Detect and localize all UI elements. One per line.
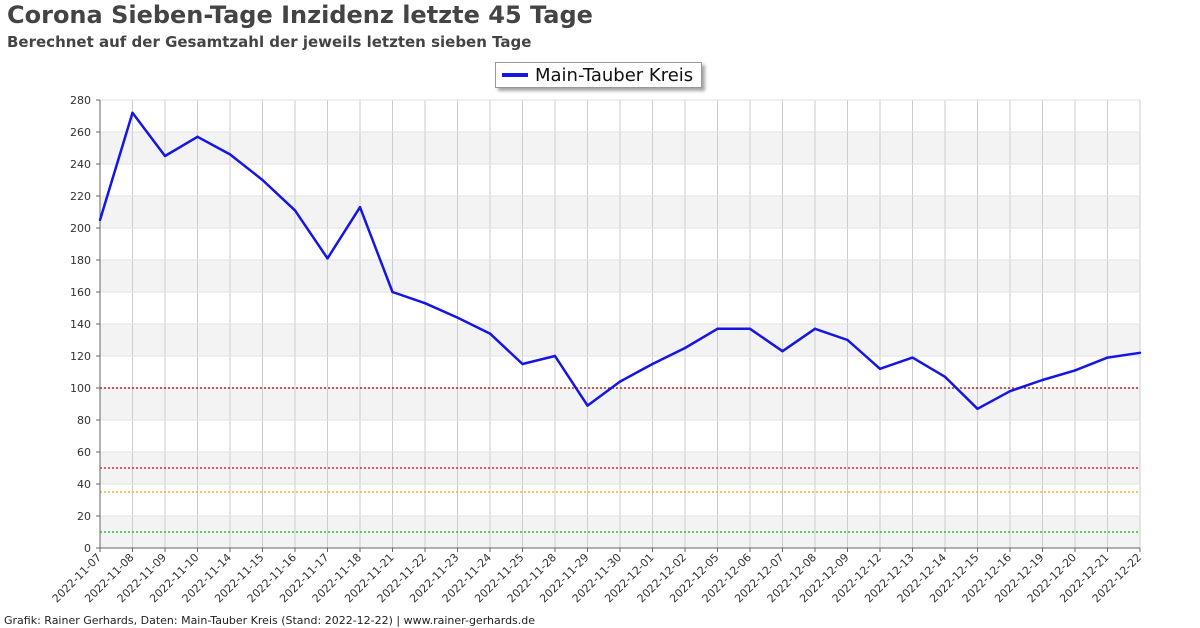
data-point	[748, 327, 752, 330]
legend: Main-Tauber Kreis	[495, 62, 703, 88]
legend-label: Main-Tauber Kreis	[535, 64, 694, 86]
data-point	[228, 153, 232, 156]
data-point	[846, 338, 849, 342]
data-point	[878, 367, 882, 370]
data-point	[1106, 356, 1109, 359]
data-point	[293, 209, 297, 212]
y-tick-label: 280	[70, 94, 91, 107]
data-point	[391, 290, 394, 294]
data-point	[943, 375, 947, 378]
data-point	[781, 350, 784, 353]
data-point	[813, 327, 817, 330]
y-axis-ticks: 0 20 40 60 80 100 120 140 160 180 200 220 240 260 280	[70, 94, 100, 555]
legend-swatch	[502, 73, 528, 77]
y-tick-label: 200	[70, 222, 91, 235]
data-point	[326, 257, 329, 260]
y-tick-label: 140	[70, 318, 91, 331]
chart-subtitle: Berechnet auf der Gesamtzahl der jeweils…	[7, 33, 532, 51]
y-tick-label: 40	[77, 478, 91, 491]
data-point	[553, 354, 557, 358]
data-point	[1041, 378, 1044, 382]
y-tick-label: 260	[70, 126, 91, 139]
x-axis-ticks: 2022-11-072022-11-082022-11-092022-11-10…	[50, 548, 1144, 605]
data-point	[651, 362, 654, 366]
data-point	[423, 302, 427, 305]
data-point	[358, 206, 362, 209]
footer-credits: Grafik: Rainer Gerhards, Daten: Main-Tau…	[4, 614, 536, 627]
y-tick-label: 100	[70, 382, 91, 395]
data-point	[456, 316, 459, 319]
data-point	[716, 327, 719, 330]
y-tick-label: 180	[70, 254, 91, 267]
y-tick-label: 60	[77, 446, 91, 459]
threshold-lines	[100, 387, 1140, 533]
y-tick-label: 120	[70, 350, 91, 363]
data-point	[521, 362, 524, 366]
data-point	[196, 135, 199, 138]
data-point	[586, 404, 589, 407]
data-point	[976, 407, 979, 410]
data-point	[618, 380, 622, 383]
data-point	[163, 154, 167, 158]
y-tick-label: 20	[77, 510, 91, 523]
y-tick-label: 240	[70, 158, 91, 171]
y-tick-label: 80	[77, 414, 91, 427]
data-point	[1008, 390, 1012, 393]
data-point	[488, 332, 492, 335]
data-point	[1138, 351, 1142, 354]
data-point	[1073, 369, 1077, 372]
y-tick-label: 160	[70, 286, 91, 299]
data-point	[261, 178, 264, 182]
data-point	[98, 218, 102, 222]
y-tick-label: 0	[84, 542, 91, 555]
data-series	[98, 111, 1142, 411]
data-point	[911, 356, 914, 359]
data-point	[131, 111, 134, 115]
chart-title: Corona Sieben-Tage Inzidenz letzte 45 Ta…	[7, 1, 593, 29]
y-tick-label: 220	[70, 190, 91, 203]
data-point	[683, 346, 687, 350]
